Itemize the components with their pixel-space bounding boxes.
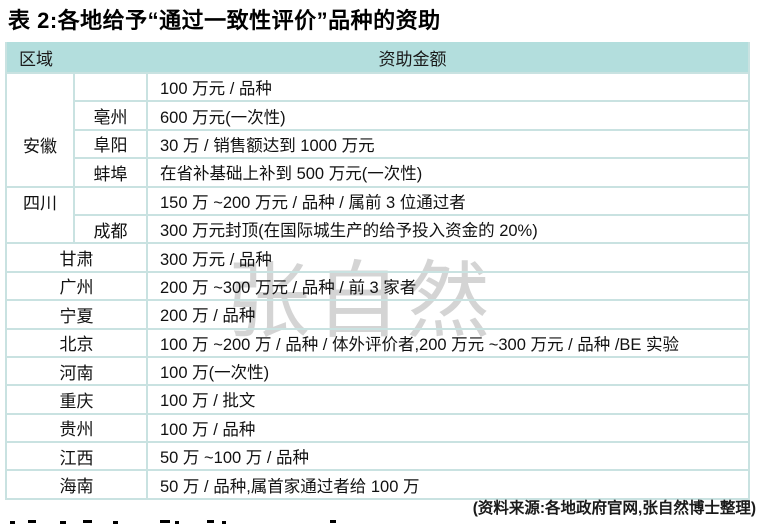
table-row: 蚌埠 在省补基础上补到 500 万元(一次性) bbox=[6, 157, 749, 187]
table-header-region: 区域 bbox=[6, 42, 147, 73]
table-row: 安徽 100 万元 / 品种 bbox=[6, 71, 749, 187]
table-row: 河南 100 万(一次性) bbox=[6, 355, 749, 386]
amount-cell: 200 万 / 品种 bbox=[146, 299, 749, 329]
table-row: 甘肃 300 万元 / 品种 bbox=[6, 242, 749, 272]
cutoff-text-fragment bbox=[330, 520, 336, 523]
amount-cell: 50 万 / 品种,属首家通过者给 100 万 bbox=[146, 469, 749, 499]
cutoff-text-fragment bbox=[160, 520, 170, 523]
source-note: (资料来源:各地政府官网,张自然博士整理) bbox=[472, 500, 756, 517]
amount-cell: 100 万 / 批文 bbox=[146, 384, 749, 414]
cutoff-text-fragment bbox=[28, 520, 36, 523]
amount-cell: 30 万 / 销售额达到 1000 万元 bbox=[146, 128, 749, 159]
amount-cell: 100 万(一次性) bbox=[146, 355, 749, 386]
amount-cell: 50 万 ~100 万 / 品种 bbox=[146, 441, 749, 471]
table-row: 成都 300 万元封顶(在国际城生产的给予投入资金的 20%) bbox=[6, 213, 749, 244]
province-cell: 四川 bbox=[6, 185, 74, 244]
cutoff-text-fragment bbox=[83, 520, 92, 523]
province-cell: 重庆 bbox=[6, 384, 147, 414]
cutoff-text-fragment bbox=[207, 520, 214, 523]
table-header-row: 区域 资助金额 bbox=[6, 42, 749, 73]
city-cell: 亳州 bbox=[73, 100, 147, 130]
province-cell: 江西 bbox=[6, 441, 147, 471]
province-cell: 海南 bbox=[6, 469, 147, 499]
cutoff-text-fragment bbox=[113, 521, 118, 524]
amount-cell: 在省补基础上补到 500 万元(一次性) bbox=[146, 157, 749, 187]
province-cell: 安徽 bbox=[6, 72, 74, 187]
amount-cell: 300 万元 / 品种 bbox=[146, 242, 749, 272]
table-row: 广州 200 万 ~300 万元 / 品种 / 前 3 家者 bbox=[6, 270, 749, 301]
table-row: 海南 50 万 / 品种,属首家通过者给 100 万 bbox=[6, 469, 749, 499]
amount-cell: 100 万 / 品种 bbox=[146, 412, 749, 443]
table-row: 重庆 100 万 / 批文 bbox=[6, 384, 749, 414]
amount-cell: 600 万元(一次性) bbox=[146, 100, 749, 130]
table-row: 江西 50 万 ~100 万 / 品种 bbox=[6, 441, 749, 471]
cutoff-text-fragment bbox=[175, 521, 179, 524]
province-cell: 广州 bbox=[6, 270, 147, 301]
province-cell: 北京 bbox=[6, 327, 147, 357]
city-cell: 成都 bbox=[73, 213, 147, 244]
city-cell bbox=[73, 185, 147, 215]
province-cell: 贵州 bbox=[6, 412, 147, 443]
table-row: 贵州 100 万 / 品种 bbox=[6, 412, 749, 443]
amount-cell: 150 万 ~200 万元 / 品种 / 属前 3 位通过者 bbox=[146, 185, 749, 215]
table-row: 北京 100 万 ~200 万 / 品种 / 体外评价者,200 万元 ~300… bbox=[6, 327, 749, 357]
province-cell: 河南 bbox=[6, 355, 147, 386]
subsidy-table: 区域 资助金额 安徽 100 万元 / 品种 亳州 600 万元(一次性) 阜阳… bbox=[5, 42, 750, 500]
table-row: 亳州 600 万元(一次性) bbox=[6, 100, 749, 130]
amount-cell: 200 万 ~300 万元 / 品种 / 前 3 家者 bbox=[146, 270, 749, 301]
table-row: 阜阳 30 万 / 销售额达到 1000 万元 bbox=[6, 128, 749, 159]
province-cell: 甘肃 bbox=[6, 242, 147, 272]
city-cell: 蚌埠 bbox=[73, 157, 147, 187]
table-header-amount: 资助金额 bbox=[147, 42, 749, 73]
city-cell: 阜阳 bbox=[73, 128, 147, 159]
amount-cell: 100 万元 / 品种 bbox=[146, 71, 749, 102]
cutoff-text-fragment bbox=[10, 521, 15, 524]
province-cell: 宁夏 bbox=[6, 299, 147, 329]
cutoff-text-fragment bbox=[60, 521, 66, 524]
cutoff-text-fragment bbox=[222, 521, 226, 524]
table-row: 宁夏 200 万 / 品种 bbox=[6, 299, 749, 329]
city-cell bbox=[73, 71, 147, 102]
page-title: 表 2:各地给予“通过一致性评价”品种的资助 bbox=[8, 8, 441, 33]
amount-cell: 300 万元封顶(在国际城生产的给予投入资金的 20%) bbox=[146, 213, 749, 244]
amount-cell: 100 万 ~200 万 / 品种 / 体外评价者,200 万元 ~300 万元… bbox=[146, 327, 749, 357]
table-row: 四川 150 万 ~200 万元 / 品种 / 属前 3 位通过者 bbox=[6, 185, 749, 244]
